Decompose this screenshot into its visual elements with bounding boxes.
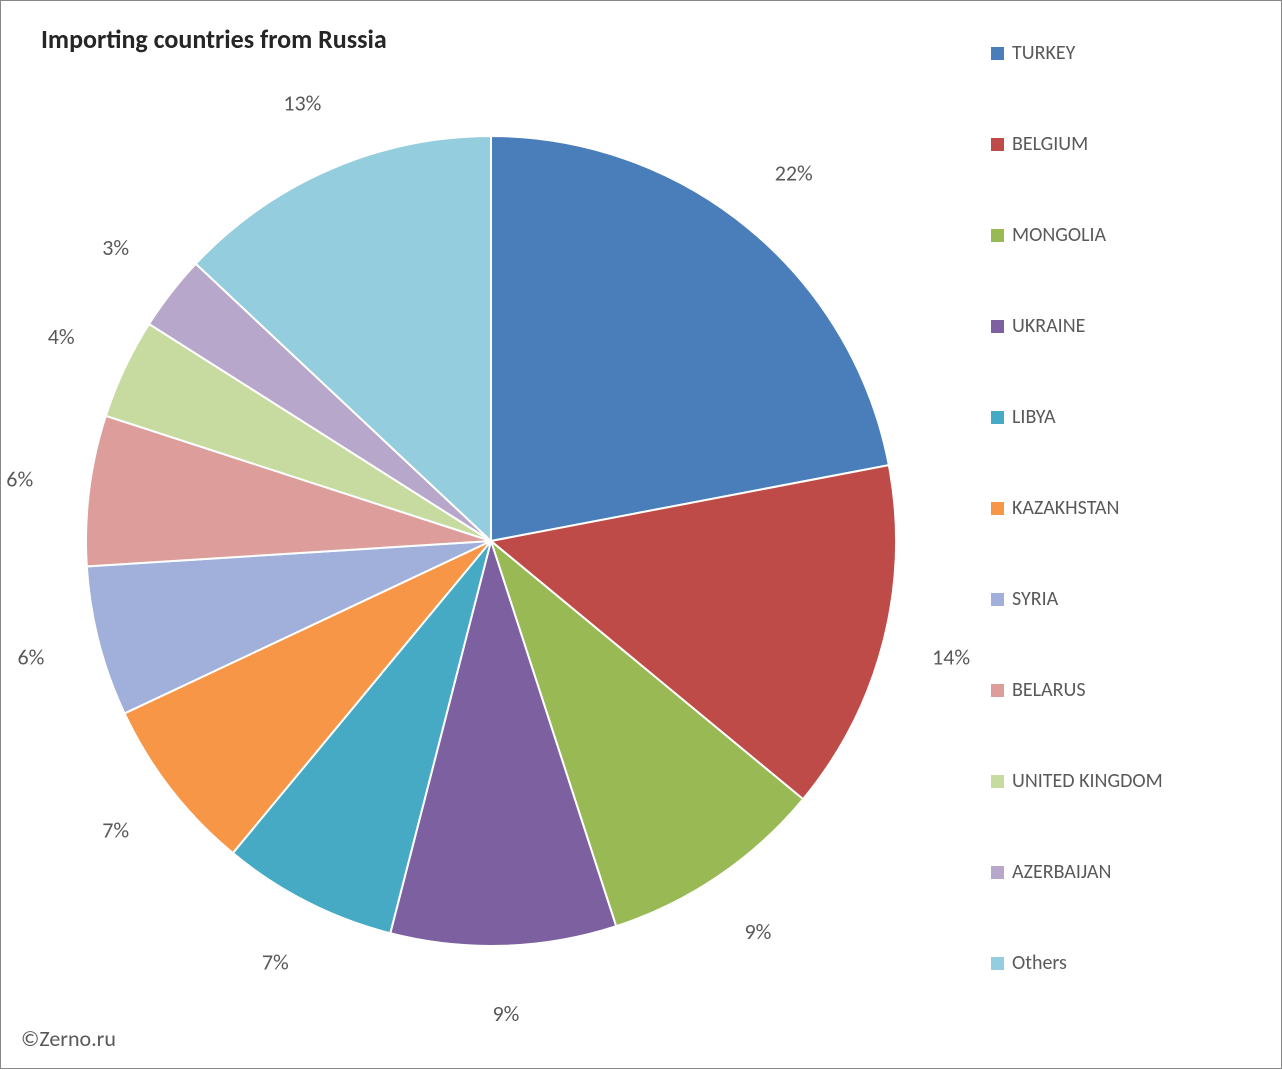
- legend-label: LIBYA: [1012, 405, 1056, 429]
- legend-label: SYRIA: [1012, 587, 1058, 611]
- legend-item: LIBYA: [991, 405, 1241, 429]
- slice-label: 4%: [48, 323, 75, 350]
- chart-title: Importing countries from Russia: [41, 23, 387, 55]
- legend-item: Others: [991, 951, 1241, 975]
- legend-marker: [991, 229, 1004, 242]
- legend-label: TURKEY: [1012, 41, 1075, 65]
- legend-marker: [991, 138, 1004, 151]
- legend-item: BELGIUM: [991, 132, 1241, 156]
- legend-item: MONGOLIA: [991, 223, 1241, 247]
- slice-label: 6%: [17, 643, 44, 670]
- legend-item: KAZAKHSTAN: [991, 496, 1241, 520]
- legend-label: Others: [1012, 951, 1067, 975]
- legend-label: UKRAINE: [1012, 314, 1085, 338]
- legend-label: MONGOLIA: [1012, 223, 1106, 247]
- legend-item: UKRAINE: [991, 314, 1241, 338]
- legend: TURKEY BELGIUM MONGOLIA UKRAINE LIBYA KAZAKHS…: [991, 41, 1241, 1042]
- legend-label: BELGIUM: [1012, 132, 1088, 156]
- legend-label: BELARUS: [1012, 678, 1086, 702]
- copyright-text: ©Zerno.ru: [21, 1025, 116, 1052]
- legend-marker: [991, 411, 1004, 424]
- slice-label: 9%: [492, 1000, 519, 1027]
- legend-label: KAZAKHSTAN: [1012, 496, 1119, 520]
- legend-marker: [991, 775, 1004, 788]
- slice-label: 6%: [6, 466, 33, 493]
- slice-label: 14%: [932, 643, 970, 670]
- legend-marker: [991, 502, 1004, 515]
- legend-marker: [991, 684, 1004, 697]
- slice-label: 7%: [102, 816, 129, 843]
- slice-label: 9%: [745, 918, 772, 945]
- legend-marker: [991, 320, 1004, 333]
- slice-label: 22%: [775, 159, 813, 186]
- legend-item: TURKEY: [991, 41, 1241, 65]
- pie-chart: 22% 14% 9% 9% 7% 7% 6% 6% 4% 3% 13%: [1, 1, 981, 1070]
- legend-item: AZERBAIJAN: [991, 860, 1241, 884]
- legend-item: UNITED KINGDOM: [991, 769, 1241, 793]
- legend-marker: [991, 593, 1004, 606]
- slice-label: 7%: [262, 948, 289, 975]
- legend-marker: [991, 47, 1004, 60]
- chart-container: Importing countries from Russia 22% 14% 9%…: [0, 0, 1282, 1069]
- legend-marker: [991, 866, 1004, 879]
- legend-item: BELARUS: [991, 678, 1241, 702]
- legend-item: SYRIA: [991, 587, 1241, 611]
- slice-label: 13%: [283, 89, 321, 116]
- legend-label: AZERBAIJAN: [1012, 860, 1111, 884]
- legend-label: UNITED KINGDOM: [1012, 769, 1163, 793]
- legend-marker: [991, 957, 1004, 970]
- slice-label: 3%: [102, 234, 129, 261]
